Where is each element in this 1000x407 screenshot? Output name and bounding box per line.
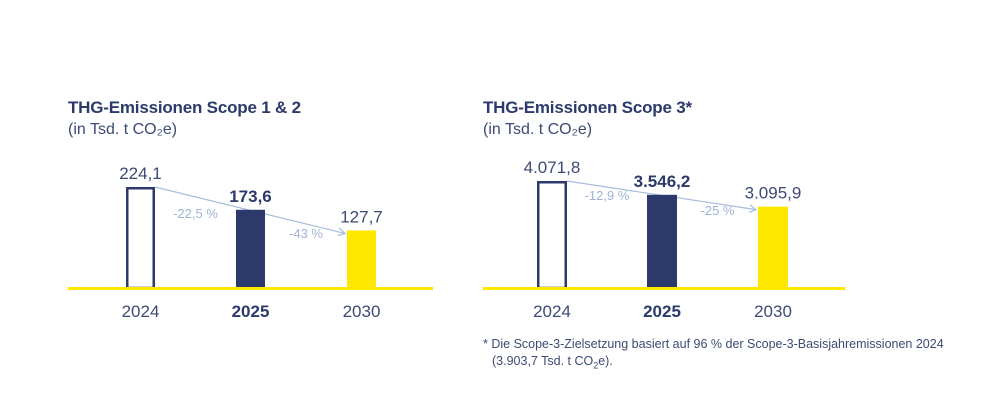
chart2-bar-2030 [758,206,788,288]
chart1-x-tick-2025: 2025 [232,302,270,321]
chart2-bar-2025 [647,194,677,288]
footnote-line2-sub: 2 [593,360,599,371]
chart1-bar-2030 [347,230,376,288]
chart2-value-label-2025: 3.546,2 [634,172,691,191]
footnote-line2-prefix: (3.903,7 Tsd. t CO [492,354,594,368]
chart1-x-tick-2030: 2030 [343,302,381,321]
chart1-bar-2024 [126,187,155,290]
chart2-pct-label-2: -25 % [701,203,735,218]
chart2-value-label-2024: 4.071,8 [524,158,581,177]
chart1-title: THG-Emissionen Scope 1 & 2 [68,98,301,117]
footnote: * Die Scope-3-Zielsetzung basiert auf 96… [483,336,993,375]
chart2-bar-2024 [537,181,567,290]
chart2-title: THG-Emissionen Scope 3* [483,98,692,117]
chart1-bar-2025 [236,209,265,288]
chart1-pct-label-2: -43 % [289,226,323,241]
chart2-subtitle: (in Tsd. t CO₂e) [483,121,593,138]
footnote-line2: (3.903,7 Tsd. t CO2e). [483,353,993,375]
chart2-baseline [483,287,845,290]
chart1-pct-label-1: -22,5 % [173,206,218,221]
chart1-value-label-2024: 224,1 [119,164,162,183]
chart1-subtitle: (in Tsd. t CO₂e) [68,121,178,138]
chart1-baseline [68,287,433,290]
chart2-pct-label-1: -12,9 % [585,188,630,203]
footnote-line1: * Die Scope-3-Zielsetzung basiert auf 96… [483,337,944,351]
chart2-value-label-2030: 3.095,9 [745,184,802,203]
footnote-line2-suffix: e). [598,354,613,368]
chart1-x-tick-2024: 2024 [122,302,160,321]
chart2-x-tick-2030: 2030 [754,302,792,321]
chart2-x-tick-2024: 2024 [533,302,571,321]
chart2-x-tick-2025: 2025 [643,302,681,321]
chart1-value-label-2025: 173,6 [229,187,272,206]
chart1-value-label-2030: 127,7 [340,207,383,226]
